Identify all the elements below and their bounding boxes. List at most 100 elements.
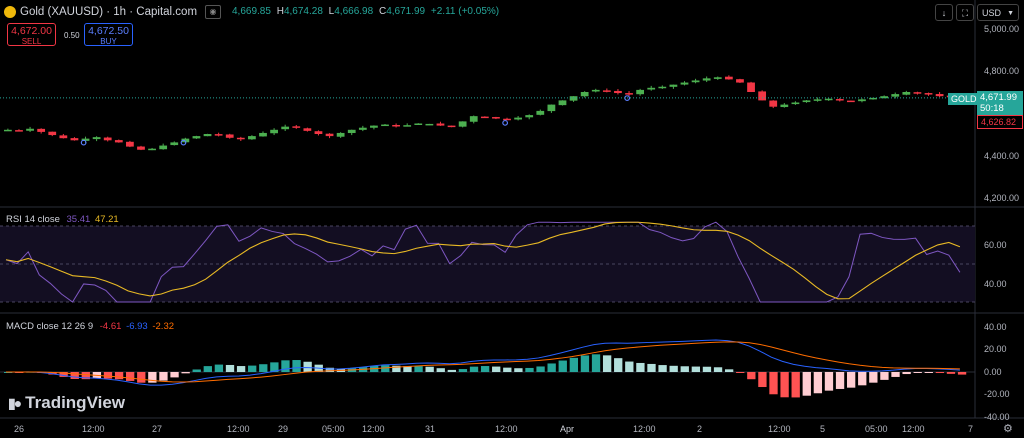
macd-histogram-bar [192,369,201,372]
candle-body [425,123,434,126]
time-tick: 12:00 [227,424,250,434]
symbol-title[interactable]: Gold (XAUUSD) · 1h · Capital.com [20,6,198,18]
time-tick: 12:00 [768,424,791,434]
macd-histogram-bar [170,372,179,378]
candle-body [525,115,534,118]
candle-body [647,87,656,90]
fullscreen-icon[interactable]: ⛶ [956,4,974,21]
gold-symbol-icon [4,6,16,18]
candle-body [480,116,489,119]
candle-body [547,104,556,112]
macd-header[interactable]: MACD close 12 26 9 -4.61 -6.93 -2.32 [6,321,174,332]
candle-body [192,136,201,139]
macd-histogram-bar [647,363,656,372]
candle-body [325,133,334,137]
macd-histogram-bar [103,372,113,379]
ohlc-change: +2.11 (+0.05%) [430,6,500,17]
ohlc-c-label: C [378,6,387,17]
macd-histogram-bar [514,368,523,372]
ohlc-close: 4,671.99 [386,6,426,17]
symbol-header[interactable]: Gold (XAUUSD) · 1h · Capital.com ◉ [4,3,222,21]
macd-histogram-bar [736,372,745,373]
macd-histogram-bar [203,366,212,372]
macd-histogram-bar [270,362,279,372]
gear-icon[interactable]: ⚙ [1003,423,1013,435]
candle-body [891,94,900,97]
macd-line [5,339,960,386]
candle-body [92,137,101,140]
macd-histogram-bar [447,369,456,372]
candle-body [59,135,68,139]
candle-body [403,125,412,127]
candle-body [824,98,833,101]
candle-body [492,117,500,119]
tradingview-logo-icon: ▮● [8,394,22,411]
candle-body [203,134,212,137]
time-tick: 31 [425,424,436,434]
macd-histogram-bar [259,364,268,372]
tradingview-logo[interactable]: ▮● TradingView [8,393,125,413]
candle-body [248,136,256,140]
low-price-tag: 4,626.82 [977,115,1023,129]
macd-histogram-bar [469,366,479,372]
time-tick: 7 [968,424,974,434]
candle-body [381,124,389,127]
macd-histogram-bar [614,358,623,372]
macd-histogram-bar [503,367,512,372]
candle-body [713,77,722,79]
candle-body [303,128,312,131]
candle-body [935,94,944,97]
macd-histogram-bar [625,361,634,372]
macd-histogram-bar [547,363,556,372]
buy-button[interactable]: 4,672.50 BUY [84,23,133,46]
eye-icon[interactable]: ◉ [205,5,222,19]
macd-histogram-bar [580,355,590,372]
macd-histogram-bar [769,372,778,395]
macd-histogram-bar [758,372,767,388]
ohlc-l-label: L [328,6,335,17]
macd-histogram-bar [137,372,146,383]
macd-histogram-bar [126,372,135,381]
macd-tick-0: 0.00 [984,367,1002,377]
candle-body [625,93,633,95]
macd-histogram-bar [824,372,834,391]
candle-body [225,134,234,138]
candle-body [580,92,589,97]
time-tick: 12:00 [902,424,925,434]
currency-select[interactable]: USD ▼ [977,4,1019,21]
download-icon[interactable]: ↓ [935,4,953,21]
macd-histogram-bar [59,372,68,377]
macd-histogram-bar [569,357,579,372]
macd-histogram-bar [702,366,712,372]
candle-body [514,117,522,120]
candle-body [769,100,778,107]
macd-histogram-bar [591,354,601,372]
macd-histogram-bar [880,372,889,380]
time-tick: 12:00 [633,424,656,434]
candle-body [869,97,877,100]
macd-histogram-bar [48,372,57,375]
candle-body [281,126,290,130]
last-price-tag: 4,671.99 50:18 [977,91,1023,117]
macd-histogram-bar [458,369,468,372]
candle-body [436,123,445,126]
ohlc-readout: 4,669.85 H4,674.28 L4,666.98 C4,671.99 +… [232,6,502,17]
macd-signal-line [5,341,960,383]
rsi-header[interactable]: RSI 14 close 35.41 47.21 [6,214,119,225]
macd-histogram-bar [935,372,945,374]
macd-tick-20: 20.00 [984,344,1007,354]
time-tick: 2 [697,424,703,434]
candle-body [691,80,700,83]
macd-histogram-bar [669,365,678,372]
macd-histogram-bar [813,372,823,394]
candle-body [270,129,278,134]
time-tick: 5 [820,424,826,434]
candle-body [392,124,400,127]
macd-histogram-bar [802,372,811,396]
rsi-label: RSI 14 close [6,214,60,225]
candle-body [126,141,134,147]
sell-button[interactable]: 4,672.00 SELL [7,23,56,46]
rsi-ma-line [5,221,961,300]
ohlc-low: 4,666.98 [334,6,374,17]
